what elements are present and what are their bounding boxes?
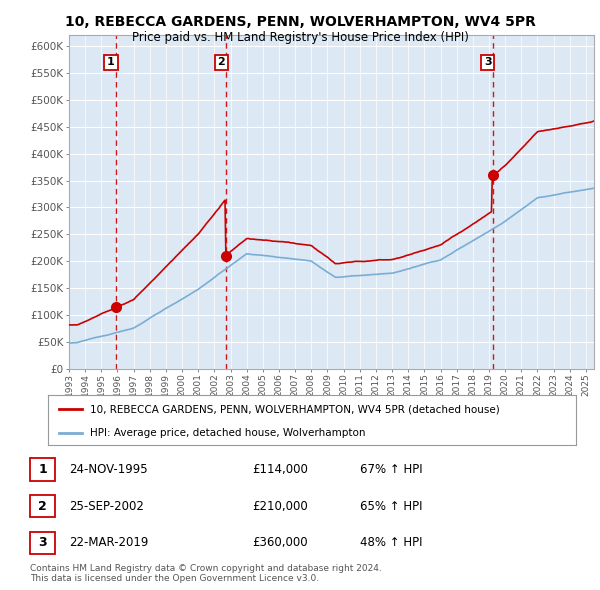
Text: 22-MAR-2019: 22-MAR-2019 bbox=[69, 536, 148, 549]
Text: 10, REBECCA GARDENS, PENN, WOLVERHAMPTON, WV4 5PR: 10, REBECCA GARDENS, PENN, WOLVERHAMPTON… bbox=[65, 15, 535, 29]
Text: 25-SEP-2002: 25-SEP-2002 bbox=[69, 500, 144, 513]
Text: £210,000: £210,000 bbox=[252, 500, 308, 513]
Text: 24-NOV-1995: 24-NOV-1995 bbox=[69, 463, 148, 476]
Text: 1: 1 bbox=[38, 463, 47, 476]
Text: £360,000: £360,000 bbox=[252, 536, 308, 549]
Text: 67% ↑ HPI: 67% ↑ HPI bbox=[360, 463, 422, 476]
Text: £114,000: £114,000 bbox=[252, 463, 308, 476]
Text: 48% ↑ HPI: 48% ↑ HPI bbox=[360, 536, 422, 549]
Text: Contains HM Land Registry data © Crown copyright and database right 2024.
This d: Contains HM Land Registry data © Crown c… bbox=[30, 564, 382, 584]
Text: 1: 1 bbox=[107, 57, 115, 67]
Text: 65% ↑ HPI: 65% ↑ HPI bbox=[360, 500, 422, 513]
Text: 2: 2 bbox=[217, 57, 225, 67]
Text: 3: 3 bbox=[484, 57, 491, 67]
Text: 10, REBECCA GARDENS, PENN, WOLVERHAMPTON, WV4 5PR (detached house): 10, REBECCA GARDENS, PENN, WOLVERHAMPTON… bbox=[90, 404, 500, 414]
Text: 3: 3 bbox=[38, 536, 47, 549]
Text: Price paid vs. HM Land Registry's House Price Index (HPI): Price paid vs. HM Land Registry's House … bbox=[131, 31, 469, 44]
Text: HPI: Average price, detached house, Wolverhampton: HPI: Average price, detached house, Wolv… bbox=[90, 428, 366, 438]
Text: 2: 2 bbox=[38, 500, 47, 513]
